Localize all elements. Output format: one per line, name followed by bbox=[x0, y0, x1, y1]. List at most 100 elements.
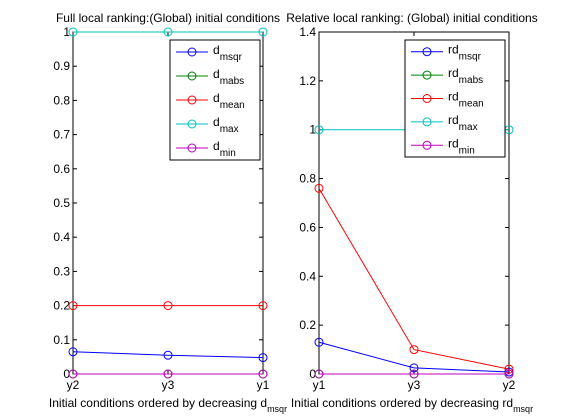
chart-right-ticks: 0 0.2 0.4 0.6 0.8 1 1.2 1.4 y1 y3 y2 bbox=[299, 25, 515, 392]
right-legend-label-main: rd bbox=[448, 136, 459, 150]
left-ytick-label: 0.1 bbox=[53, 333, 70, 347]
left-legend-label-main: d bbox=[213, 139, 220, 153]
right-point-mean bbox=[409, 345, 419, 355]
right-xtick-label: y3 bbox=[408, 378, 421, 392]
right-series-line-mean bbox=[318, 188, 510, 370]
right-legend-label-main: rd bbox=[448, 90, 459, 104]
right-ytick-label: 0.6 bbox=[299, 220, 316, 234]
right-ytick-label: 0.2 bbox=[299, 318, 316, 332]
chart-right: Relative local ranking: (Global) initial… bbox=[286, 11, 537, 414]
left-legend-label: dmsqr bbox=[213, 43, 243, 63]
right-ytick-label: 0.4 bbox=[299, 269, 316, 283]
left-point-min bbox=[68, 369, 78, 379]
right-legend-label: rdmax bbox=[448, 113, 478, 132]
left-ytick-label: 0 bbox=[63, 367, 70, 381]
left-legend-marker bbox=[187, 47, 197, 57]
right-ytick-label: 1.2 bbox=[299, 74, 316, 88]
left-point-min bbox=[258, 369, 268, 379]
right-legend-label: rdmabs bbox=[448, 66, 483, 86]
left-ytick-label: 1 bbox=[63, 25, 70, 39]
left-ytick-label: 0.7 bbox=[53, 128, 70, 142]
right-legend-label-main: rd bbox=[448, 66, 459, 80]
left-point-max bbox=[68, 27, 78, 37]
right-point-min bbox=[314, 369, 324, 379]
right-legend-marker bbox=[422, 117, 432, 127]
chart-left-xlabel-sub: msqr bbox=[267, 404, 287, 414]
left-legend-label-sub: mabs bbox=[220, 76, 244, 87]
left-series-line-msqr bbox=[72, 351, 264, 359]
right-legend-marker bbox=[422, 47, 432, 57]
left-point-max bbox=[258, 27, 268, 37]
left-xtick-label: y1 bbox=[257, 378, 270, 392]
left-legend-marker bbox=[187, 143, 197, 153]
chart-right-title: Relative local ranking: (Global) initial… bbox=[286, 11, 537, 25]
chart-right-xlabel-main: Initial conditions ordered by decreasing… bbox=[291, 396, 513, 410]
right-xtick-label: y1 bbox=[313, 378, 326, 392]
left-legend-label-main: d bbox=[213, 115, 220, 129]
chart-left-xlabel: Initial conditions ordered by decreasing… bbox=[49, 396, 287, 414]
left-ytick-label: 0.2 bbox=[53, 299, 70, 313]
chart-left-xlabel-main: Initial conditions ordered by decreasing… bbox=[49, 396, 267, 410]
chart-left-ticks: 0 0.1 0.2 0.3 0.4 0.5 0.6 0.7 0.8 0.9 1 y2 y3 y1 bbox=[53, 25, 269, 392]
left-point-max bbox=[163, 27, 173, 37]
right-legend-label-sub: min bbox=[459, 145, 475, 156]
left-point-mean bbox=[163, 301, 173, 311]
left-legend-label-main: d bbox=[213, 91, 220, 105]
left-ytick-label: 0.5 bbox=[53, 196, 70, 210]
left-legend-label-sub: max bbox=[220, 124, 239, 135]
chart-right-xlabel-sub: msqr bbox=[513, 404, 533, 414]
chart-left-series bbox=[68, 27, 268, 379]
left-point-min bbox=[163, 369, 173, 379]
right-ytick-label: 0 bbox=[309, 367, 316, 381]
left-point-msqr bbox=[258, 353, 268, 363]
right-point-mean bbox=[314, 183, 324, 193]
right-legend-marker bbox=[422, 70, 432, 80]
left-legend-label: dmin bbox=[213, 139, 236, 159]
right-legend-label: rdmean bbox=[448, 90, 484, 110]
right-legend-marker bbox=[422, 94, 432, 103]
right-legend-label-sub: mabs bbox=[459, 75, 483, 86]
right-legend-label-main: rd bbox=[448, 43, 459, 57]
chart-right-xlabel: Initial conditions ordered by decreasing… bbox=[291, 396, 533, 414]
right-point-min bbox=[504, 369, 514, 379]
left-point-msqr bbox=[163, 350, 173, 360]
right-legend-label-sub: max bbox=[459, 121, 478, 132]
left-legend-label: dmax bbox=[213, 115, 239, 135]
left-xtick-label: y3 bbox=[162, 378, 175, 392]
left-ytick-label: 0.4 bbox=[53, 230, 70, 244]
right-ytick-label: 1.4 bbox=[299, 25, 316, 39]
left-legend-label-sub: msqr bbox=[220, 52, 243, 63]
right-legend-label-sub: mean bbox=[459, 98, 484, 109]
left-ytick-label: 0.9 bbox=[53, 59, 70, 73]
chart-left-title: Full local ranking:(Global) initial cond… bbox=[56, 11, 280, 25]
left-point-mean bbox=[68, 301, 78, 311]
right-xtick-label: y2 bbox=[503, 378, 516, 392]
right-legend-label-main: rd bbox=[448, 113, 459, 127]
right-point-max bbox=[314, 125, 324, 135]
left-legend-label-sub: min bbox=[220, 148, 236, 159]
right-point-min bbox=[409, 369, 419, 379]
chart-left: Full local ranking:(Global) initial cond… bbox=[49, 11, 287, 414]
left-legend-label: dmean bbox=[213, 91, 245, 111]
left-legend-marker bbox=[187, 119, 197, 129]
left-point-mean bbox=[258, 301, 268, 311]
left-legend-label: dmabs bbox=[213, 67, 244, 87]
right-legend-label: rdmin bbox=[448, 136, 475, 156]
right-ytick-label: 0.8 bbox=[299, 172, 316, 186]
left-xtick-label: y2 bbox=[67, 378, 80, 392]
right-series-line-msqr bbox=[318, 341, 510, 373]
left-ytick-label: 0.3 bbox=[53, 264, 70, 278]
left-legend-label-sub: mean bbox=[220, 100, 245, 111]
right-point-msqr bbox=[314, 337, 324, 347]
right-point-msqr bbox=[409, 363, 419, 373]
left-ytick-label: 0.6 bbox=[53, 162, 70, 176]
right-point-mean bbox=[504, 364, 514, 374]
right-legend-marker bbox=[422, 140, 432, 150]
right-legend-label: rdmsqr bbox=[448, 43, 482, 63]
left-point-msqr bbox=[68, 347, 78, 357]
left-legend-label-main: d bbox=[213, 67, 220, 81]
right-ytick-label: 1 bbox=[309, 123, 316, 137]
left-legend-marker bbox=[187, 95, 197, 105]
